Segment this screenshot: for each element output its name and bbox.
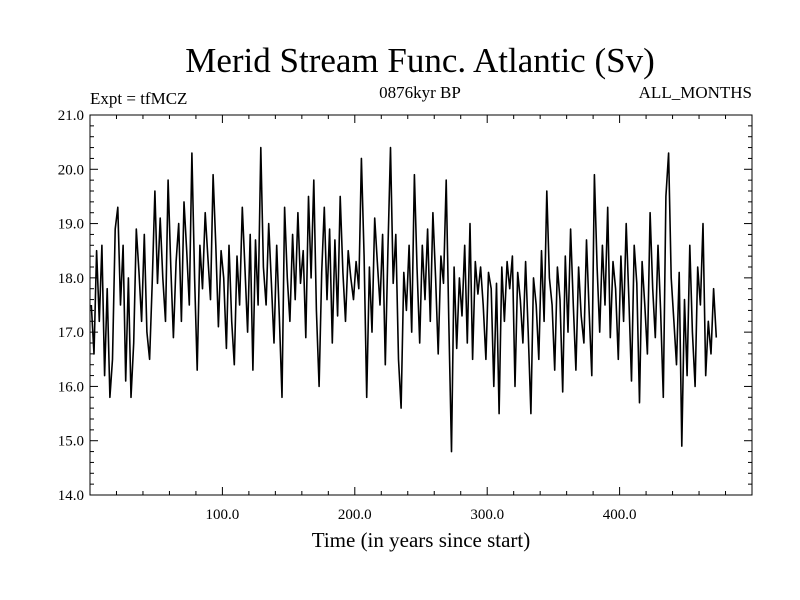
y-tick-label: 18.0 xyxy=(58,271,84,287)
x-tick-label: 300.0 xyxy=(470,507,504,523)
experiment-label: Expt = tfMCZ xyxy=(90,89,187,108)
y-tick-label: 17.0 xyxy=(58,325,84,341)
y-axis: 14.0 15.0 16.0 17.0 18.0 19.0 20.0 21.0 xyxy=(58,108,752,504)
x-tick-label: 400.0 xyxy=(603,507,637,523)
y-tick-label: 20.0 xyxy=(58,162,84,178)
y-tick-label: 15.0 xyxy=(58,434,84,450)
x-tick-label: 200.0 xyxy=(338,507,372,523)
y-tick-label: 21.0 xyxy=(58,108,84,124)
x-axis-label: Time (in years since start) xyxy=(312,528,531,552)
chart-title: Merid Stream Func. Atlantic (Sv) xyxy=(185,41,655,80)
x-tick-label: 100.0 xyxy=(206,507,240,523)
series-line xyxy=(90,146,718,453)
x-axis: 100.0 200.0 300.0 400.0 xyxy=(89,115,753,523)
y-tick-label: 14.0 xyxy=(58,488,84,504)
period-label: 0876kyr BP xyxy=(379,83,461,102)
plot-frame xyxy=(89,114,753,496)
y-tick-label: 19.0 xyxy=(58,217,84,233)
y-tick-label: 16.0 xyxy=(58,379,84,395)
months-label: ALL_MONTHS xyxy=(639,83,752,102)
